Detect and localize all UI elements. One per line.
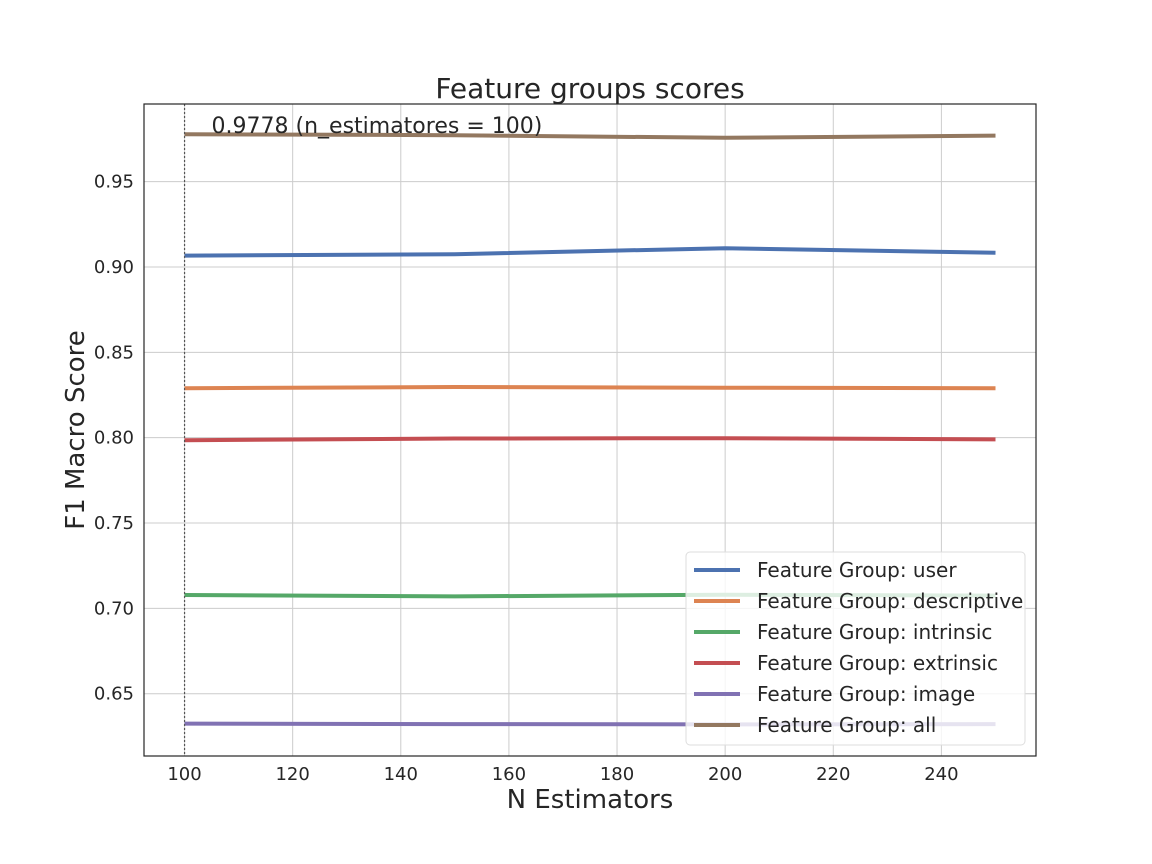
y-axis-ticks: 0.65 0.70 0.75 0.80 0.85 0.90 0.95 bbox=[94, 172, 134, 705]
series-line-0 bbox=[184, 246, 996, 258]
x-tick-label: 180 bbox=[600, 764, 634, 785]
x-tick-label: 160 bbox=[492, 764, 526, 785]
legend-label-5: Feature Group: all bbox=[757, 713, 936, 737]
series-line-1 bbox=[184, 385, 996, 391]
y-tick-label: 0.70 bbox=[94, 598, 134, 619]
y-tick-label: 0.75 bbox=[94, 513, 134, 534]
legend-label-0: Feature Group: user bbox=[757, 558, 957, 582]
legend-label-2: Feature Group: intrinsic bbox=[757, 620, 992, 644]
plot-frame bbox=[143, 103, 1037, 757]
chart-title: Feature groups scores bbox=[435, 72, 744, 105]
x-tick-label: 220 bbox=[816, 764, 850, 785]
legend-label-3: Feature Group: extrinsic bbox=[757, 651, 998, 675]
x-tick-label: 200 bbox=[708, 764, 742, 785]
x-tick-label: 100 bbox=[167, 764, 201, 785]
y-tick-label: 0.90 bbox=[94, 257, 134, 278]
legend-label-4: Feature Group: image bbox=[757, 682, 975, 706]
best-score-annotation: 0.9778 (n_estimatores = 100) bbox=[212, 114, 543, 139]
x-axis-ticks: 100 120 140 160 180 200 220 240 bbox=[167, 764, 958, 785]
x-tick-label: 240 bbox=[924, 764, 958, 785]
y-axis-label: F1 Macro Score bbox=[61, 330, 91, 530]
series-lines bbox=[184, 132, 996, 727]
x-tick-label: 120 bbox=[275, 764, 309, 785]
x-tick-label: 140 bbox=[384, 764, 418, 785]
y-tick-label: 0.95 bbox=[94, 172, 134, 193]
legend-box bbox=[685, 551, 1026, 746]
y-tick-label: 0.65 bbox=[94, 684, 134, 705]
y-tick-label: 0.85 bbox=[94, 342, 134, 363]
series-line-5 bbox=[184, 132, 996, 140]
legend-label-1: Feature Group: descriptive bbox=[757, 589, 1023, 613]
series-line-3 bbox=[184, 436, 996, 443]
x-axis-label: N Estimators bbox=[507, 785, 674, 815]
y-tick-label: 0.80 bbox=[94, 428, 134, 449]
legend: Feature Group: user Feature Group: descri… bbox=[685, 551, 1026, 746]
